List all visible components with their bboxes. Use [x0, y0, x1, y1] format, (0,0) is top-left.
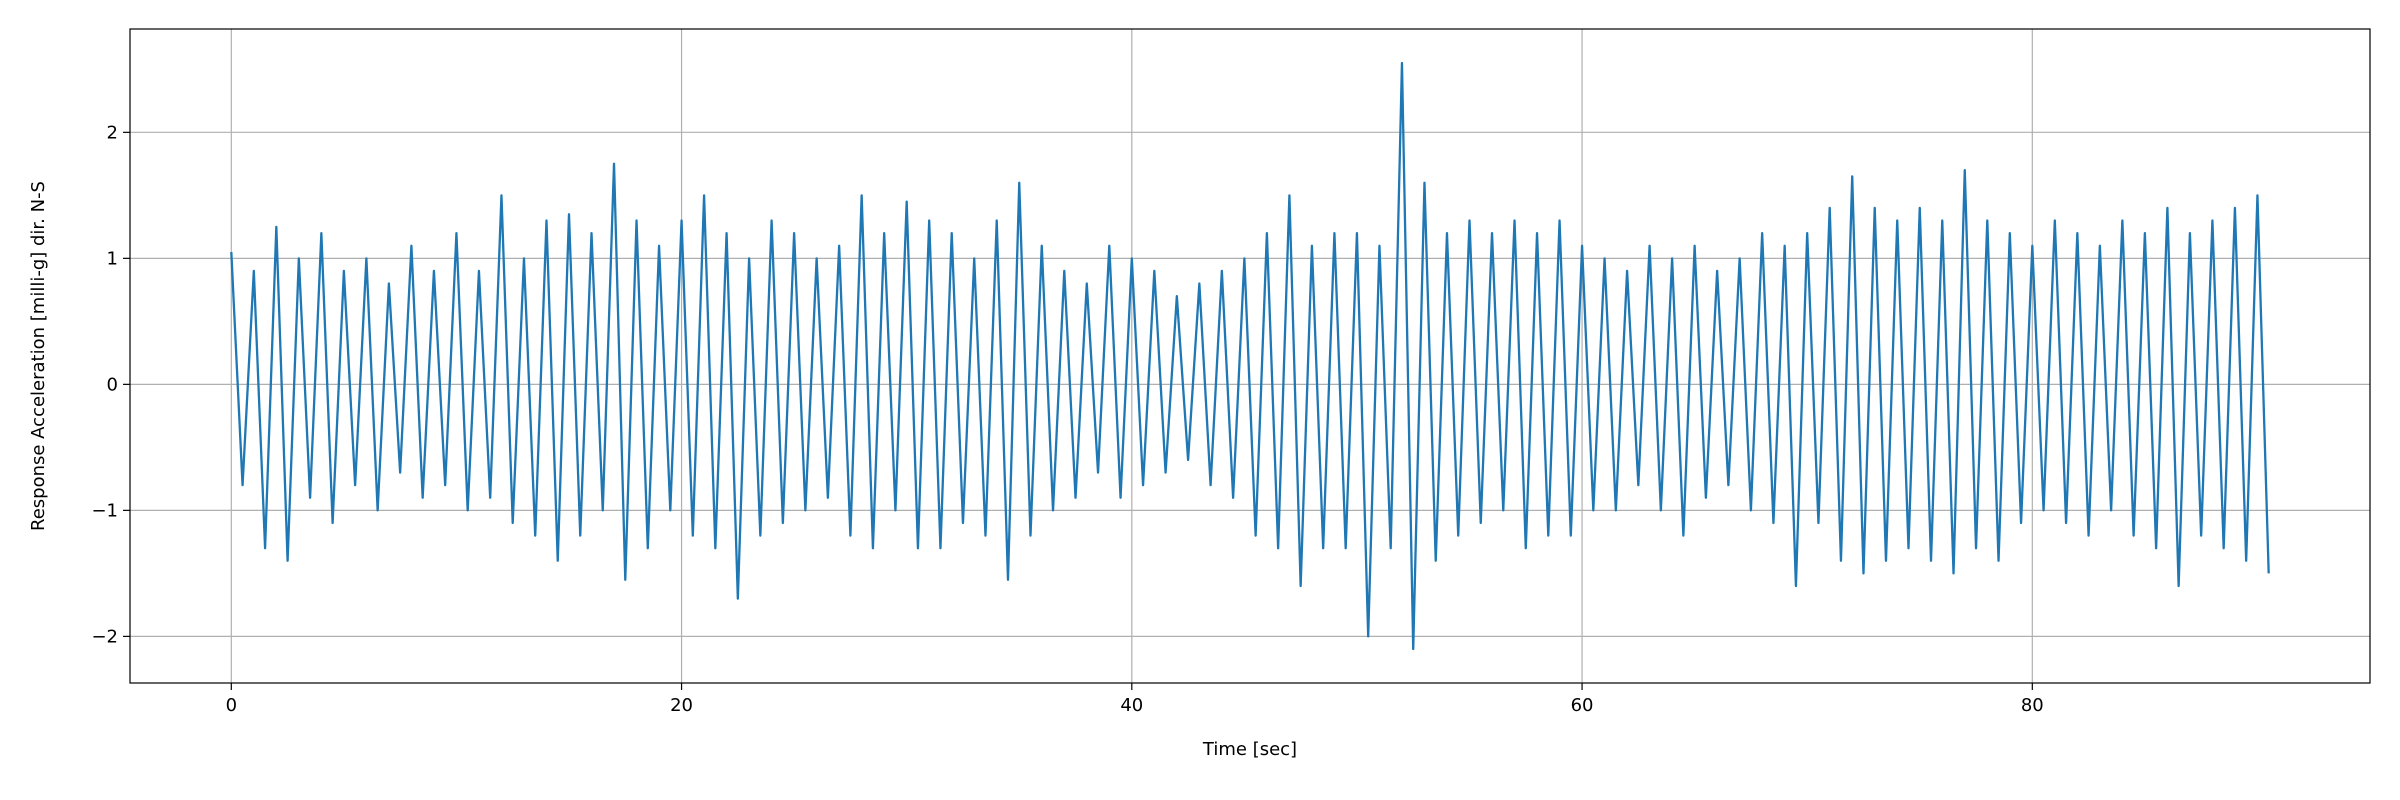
- x-tick-label: 60: [1571, 695, 1594, 716]
- x-tick-label: 20: [670, 695, 693, 716]
- series-line: [230, 61, 2270, 651]
- y-tick-label: −2: [91, 626, 118, 647]
- x-tick-label: 0: [226, 695, 237, 716]
- y-tick-label: 2: [107, 122, 118, 143]
- x-tick-label: 40: [1120, 695, 1143, 716]
- x-tick-label: 80: [2021, 695, 2044, 716]
- y-axis-label: Response Acceleration [milli-g] dir. N-S: [28, 181, 49, 531]
- plot-frame: [129, 28, 2371, 684]
- y-tick-label: −1: [91, 500, 118, 521]
- x-axis-label: Time [sec]: [1202, 739, 1297, 760]
- y-tick-label: 1: [107, 248, 118, 269]
- y-tick-label: 0: [107, 374, 118, 395]
